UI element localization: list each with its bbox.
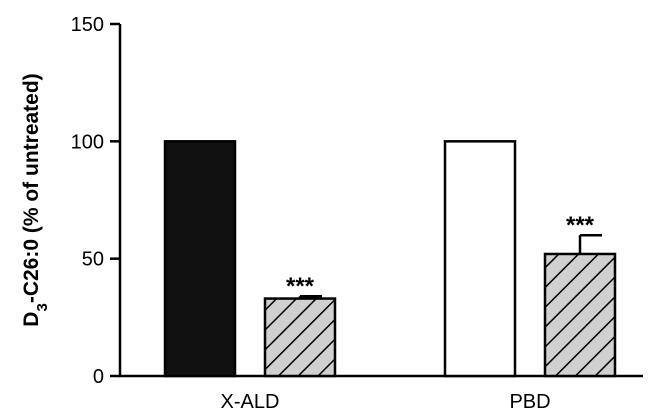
bars: *** *** xyxy=(163,140,617,378)
y-ticks: 0 50 100 150 xyxy=(71,14,120,388)
bar-x-ald-untreated xyxy=(163,140,237,378)
y-axis-label-main: D xyxy=(20,312,43,327)
y-tick-label: 150 xyxy=(71,14,104,36)
bar-x-ald-treated xyxy=(263,297,337,378)
y-tick-label: 100 xyxy=(71,131,104,153)
y-axis-label-rest: -C26:0 (% of untreated) xyxy=(20,73,43,303)
y-tick-label: 0 xyxy=(93,366,104,388)
x-tick-label: PBD xyxy=(509,391,550,413)
significance-label: *** xyxy=(286,273,315,300)
y-axis-label-sub: 3 xyxy=(34,303,51,311)
bar-pbd-untreated xyxy=(443,140,517,378)
y-axis-label: D3-C26:0 (% of untreated) xyxy=(20,73,51,326)
significance-label: *** xyxy=(566,212,595,239)
bar-pbd-treated xyxy=(543,252,617,378)
y-tick-label: 50 xyxy=(82,249,104,271)
x-tick-labels: X-ALD PBD xyxy=(221,391,551,413)
x-tick-label: X-ALD xyxy=(221,391,280,413)
